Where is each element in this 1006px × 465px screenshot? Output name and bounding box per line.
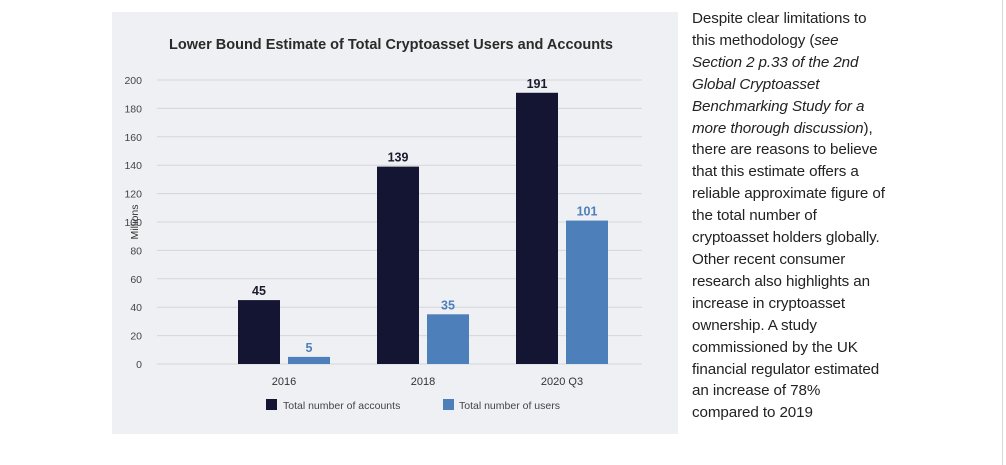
bar-users [427,314,469,364]
bar-users [566,220,608,364]
chart-title: Lower Bound Estimate of Total Cryptoasse… [169,37,613,53]
bar-accounts [238,300,280,364]
y-tick-label: 140 [124,160,142,172]
x-tick-labels: 2016 2018 2020 Q3 [272,376,583,388]
x-tick-label: 2018 [411,376,435,388]
legend: Total number of accounts Total number of … [266,399,560,412]
y-tick-label: 20 [130,331,142,343]
x-tick-label: 2020 Q3 [541,376,583,388]
y-tick-labels: 0 20 40 60 80 100 120 140 160 180 200 [124,75,142,371]
legend-label: Total number of accounts [283,400,400,412]
y-tick-label: 0 [136,359,142,371]
legend-label: Total number of users [459,400,560,412]
data-label: 139 [388,151,409,165]
y-tick-label: 180 [124,103,142,115]
data-label: 191 [527,77,548,91]
data-label: 35 [441,298,455,312]
y-axis-label: Millions [129,204,141,239]
y-tick-label: 200 [124,75,142,87]
y-tick-label: 40 [130,302,142,314]
page-edge-divider [1002,0,1003,465]
body-text-citation: see Section 2 p.33 of the 2nd Global Cry… [692,31,865,137]
bars: 45 5 139 35 191 101 [238,77,608,364]
body-text-intro: Despite clear limitations to this method… [692,10,867,49]
y-tick-label: 100 [124,217,142,229]
y-tick-label: 80 [130,245,142,257]
data-label: 5 [306,341,313,355]
bar-chart: Lower Bound Estimate of Total Cryptoasse… [124,37,642,412]
body-text-rest: ), there are reasons to believe that thi… [692,119,885,422]
x-tick-label: 2016 [272,376,296,388]
bar-accounts [516,92,558,364]
data-label: 45 [252,284,266,298]
bar-accounts [377,166,419,364]
chart-panel: Lower Bound Estimate of Total Cryptoasse… [112,12,678,434]
legend-swatch [443,399,454,410]
data-label: 101 [577,205,598,219]
y-tick-label: 60 [130,274,142,286]
body-paragraph: Despite clear limitations to this method… [692,8,887,424]
bar-users [288,356,330,364]
y-tick-label: 160 [124,132,142,144]
y-tick-label: 120 [124,189,142,201]
legend-swatch [266,399,277,410]
